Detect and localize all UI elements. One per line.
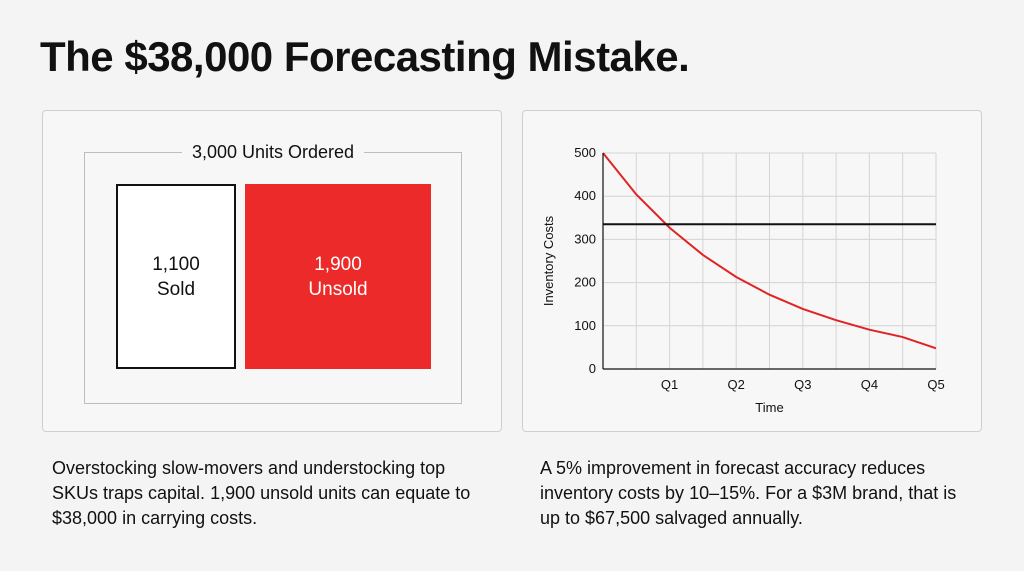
units-panel: 3,000 Units Ordered 1,100 Sold 1,900 Uns… [42, 110, 502, 432]
y-tick-label: 200 [574, 275, 596, 290]
y-tick-label: 500 [574, 145, 596, 160]
forecast-accuracy-description: A 5% improvement in forecast accuracy re… [540, 458, 957, 528]
unsold-value: 1,900 [314, 253, 362, 275]
x-tick-label: Q3 [794, 377, 811, 392]
y-tick-label: 400 [574, 188, 596, 203]
x-axis-label: Time [755, 400, 783, 415]
x-tick-label: Q2 [728, 377, 745, 392]
chart-axes [602, 153, 936, 370]
chart-tick-labels: 0 100 200 300 400 500 Q1 Q2 Q3 Q4 Q5 [574, 145, 944, 392]
unsold-box: 1,900 Unsold [245, 184, 431, 369]
y-axis-label: Inventory Costs [541, 215, 556, 306]
y-tick-label: 0 [589, 361, 596, 376]
x-tick-label: Q1 [661, 377, 678, 392]
sold-value: 1,100 [152, 253, 200, 275]
inventory-cost-chart: 0 100 200 300 400 500 Q1 Q2 Q3 Q4 Q5 Time Inventor… [541, 145, 945, 415]
chart-series [602, 152, 937, 350]
sold-label: Sold [156, 278, 196, 300]
x-tick-label: Q4 [861, 377, 878, 392]
units-ordered-label: 3,000 Units Ordered [85, 142, 461, 162]
page-title: The $38,000 Forecasting Mistake. [40, 33, 690, 80]
units-ordered-text: 3,000 Units Ordered [181, 142, 365, 162]
chart-grid [603, 152, 937, 369]
y-tick-label: 100 [574, 318, 596, 333]
unsold-label: Unsold [308, 278, 368, 300]
y-tick-label: 300 [574, 231, 596, 246]
overstock-description: Overstocking slow-movers and understocki… [52, 458, 471, 528]
series-line-1 [602, 152, 937, 350]
x-tick-label: Q5 [927, 377, 944, 392]
chart-panel: 0 100 200 300 400 500 Q1 Q2 Q3 Q4 Q5 Time Inventor… [522, 110, 982, 432]
units-ordered-frame: 3,000 Units Ordered 1,100 Sold 1,900 Uns… [84, 142, 462, 404]
sold-box: 1,100 Sold [116, 184, 236, 369]
